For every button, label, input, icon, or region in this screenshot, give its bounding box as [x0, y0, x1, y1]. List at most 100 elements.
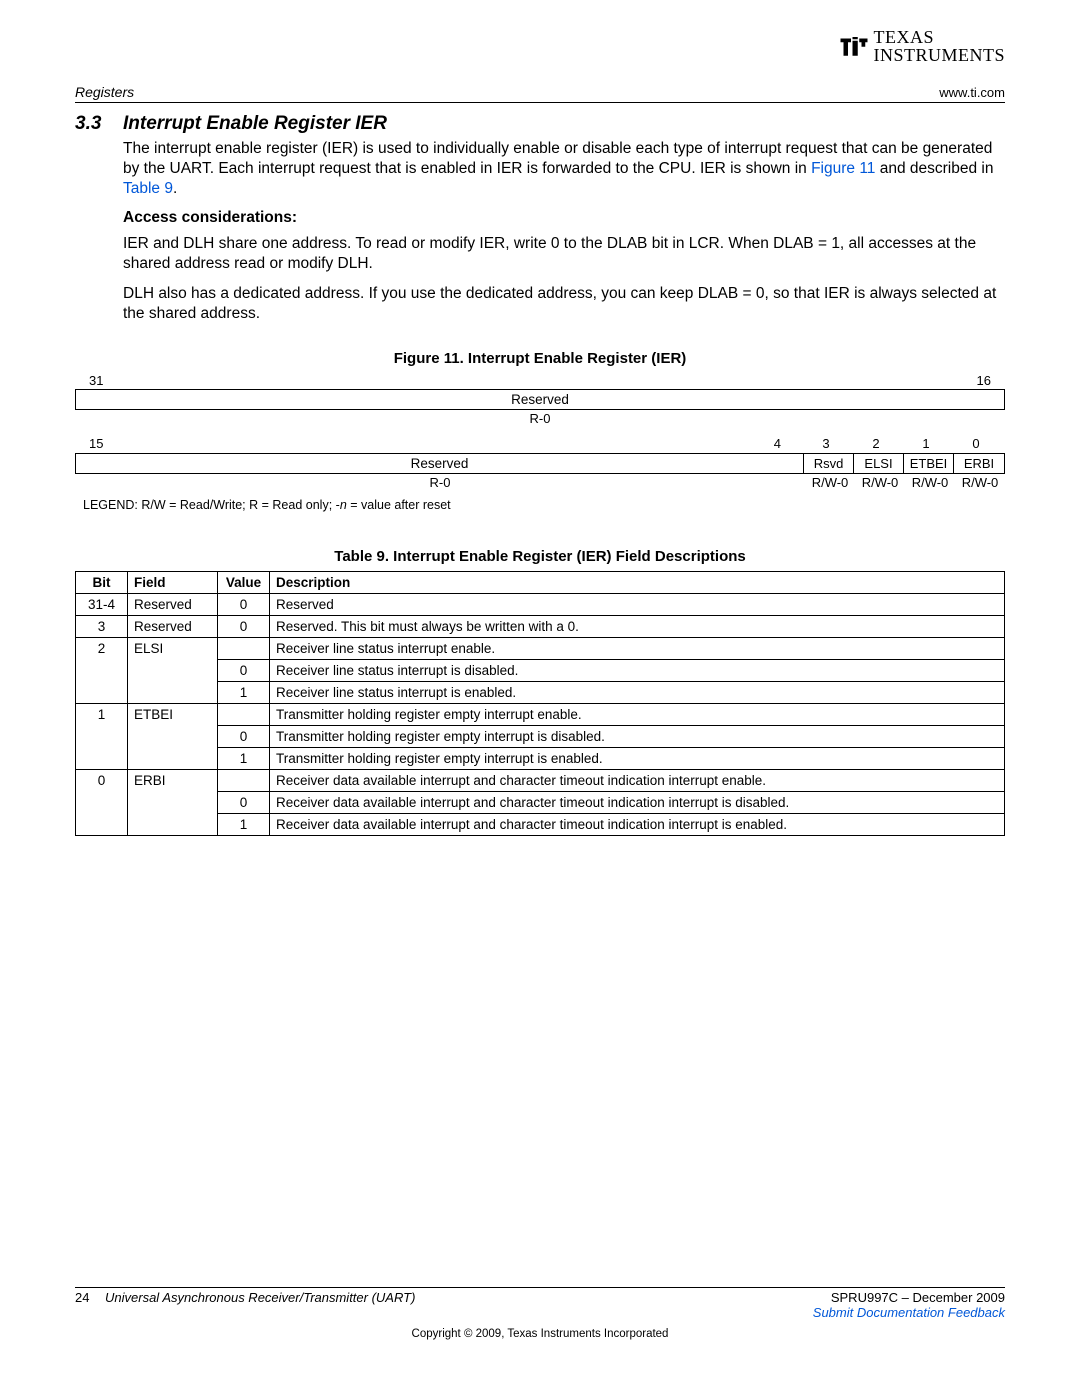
cell-bit [76, 725, 128, 747]
register-figure: 31 16 Reserved R-0 15 4 3 2 1 0 Reserved… [75, 373, 1005, 490]
cell-value: 1 [218, 747, 270, 769]
table-row: 0Receiver data available interrupt and c… [76, 791, 1005, 813]
legend-b: = value after reset [347, 498, 451, 512]
rw-2: R/W-0 [855, 475, 905, 490]
cell-bit: 0 [76, 769, 128, 791]
cell-field [128, 791, 218, 813]
table-row: 2ELSI Receiver line status interrupt enab… [76, 637, 1005, 659]
cell-bit [76, 659, 128, 681]
ti-logo: TEXAS INSTRUMENTS [839, 28, 1005, 64]
table-row: 3Reserved0Reserved. This bit must always… [76, 615, 1005, 637]
cell-value: 0 [218, 593, 270, 615]
para-3: DLH also has a dedicated address. If you… [123, 284, 1005, 324]
logo-text-top: TEXAS [873, 28, 1005, 46]
doc-number: SPRU997C – December 2009 [813, 1290, 1005, 1305]
field-table: Bit Field Value Description 31-4Reserved… [75, 571, 1005, 836]
bit-row-15-0: 15 4 3 2 1 0 [75, 436, 1005, 453]
cell-desc: Transmitter holding register empty inter… [270, 703, 1005, 725]
cell-field [128, 659, 218, 681]
intro-paragraph: The interrupt enable register (IER) is u… [123, 139, 1005, 198]
cell-desc: Receiver data available interrupt and ch… [270, 769, 1005, 791]
cell-desc: Reserved. This bit must always be writte… [270, 615, 1005, 637]
ti-logo-icon [839, 31, 869, 61]
cell-value [218, 769, 270, 791]
running-header: Registers www.ti.com [75, 84, 1005, 103]
bit-15: 15 [89, 436, 741, 451]
rw-15-0: R-0 R/W-0 R/W-0 R/W-0 R/W-0 [75, 475, 1005, 490]
section-body: The interrupt enable register (IER) is u… [123, 139, 1005, 324]
cell-field [128, 725, 218, 747]
cell-value: 0 [218, 725, 270, 747]
table-row: 1ETBEI Transmitter holding register empty… [76, 703, 1005, 725]
section-heading: 3.3 Interrupt Enable Register IER [75, 113, 1005, 135]
cell-desc: Reserved [270, 593, 1005, 615]
cell-bit [76, 681, 128, 703]
table-row: 1Receiver line status interrupt is enabl… [76, 681, 1005, 703]
rw-31-16: R-0 [75, 411, 1005, 426]
table-row: 1Receiver data available interrupt and c… [76, 813, 1005, 835]
table-caption: Table 9. Interrupt Enable Register (IER)… [75, 548, 1005, 565]
figure-link[interactable]: Figure 11 [811, 160, 875, 177]
table-row: 0ERBI Receiver data available interrupt a… [76, 769, 1005, 791]
access-heading: Access considerations: [123, 208, 1005, 228]
reserved-31-16: Reserved [76, 390, 1004, 409]
cell-bit: 31-4 [76, 593, 128, 615]
reserved-15-4: Reserved [76, 454, 804, 473]
feedback-link[interactable]: Submit Documentation Feedback [813, 1305, 1005, 1320]
page-footer: 24 Universal Asynchronous Receiver/Trans… [75, 1287, 1005, 1340]
cell-value [218, 703, 270, 725]
bit-2: 2 [851, 436, 901, 451]
cell-bit: 1 [76, 703, 128, 725]
reg-row-15-0: Reserved Rsvd ELSI ETBEI ERBI [75, 453, 1005, 474]
cell-field: ERBI [128, 769, 218, 791]
field-etbei: ETBEI [904, 454, 954, 473]
cell-desc: Receiver line status interrupt enable. [270, 637, 1005, 659]
table-row: 0Transmitter holding register empty inte… [76, 725, 1005, 747]
footer-title: Universal Asynchronous Receiver/Transmit… [105, 1290, 415, 1305]
cell-field: ELSI [128, 637, 218, 659]
rw-0: R/W-0 [955, 475, 1005, 490]
cell-desc: Transmitter holding register empty inter… [270, 725, 1005, 747]
logo-row: TEXAS INSTRUMENTS [75, 28, 1005, 64]
bit-4: 4 [741, 436, 801, 451]
section-title: Interrupt Enable Register IER [123, 113, 387, 135]
p1c: . [173, 180, 177, 197]
th-bit: Bit [76, 571, 128, 593]
field-elsi: ELSI [854, 454, 904, 473]
rw-1: R/W-0 [905, 475, 955, 490]
th-field: Field [128, 571, 218, 593]
legend-n: n [340, 498, 347, 512]
table-link[interactable]: Table 9 [123, 180, 173, 197]
p1b: and described in [875, 160, 993, 177]
cell-value: 0 [218, 615, 270, 637]
section-number: 3.3 [75, 113, 123, 135]
table-row: 1Transmitter holding register empty inte… [76, 747, 1005, 769]
rw-3: R/W-0 [805, 475, 855, 490]
cell-desc: Transmitter holding register empty inter… [270, 747, 1005, 769]
cell-value: 0 [218, 659, 270, 681]
cell-field [128, 681, 218, 703]
table-header-row: Bit Field Value Description [76, 571, 1005, 593]
cell-desc: Receiver data available interrupt and ch… [270, 813, 1005, 835]
table-row: 31-4Reserved0Reserved [76, 593, 1005, 615]
cell-field: Reserved [128, 615, 218, 637]
cell-field: ETBEI [128, 703, 218, 725]
figure-legend: LEGEND: R/W = Read/Write; R = Read only;… [83, 498, 1005, 512]
bit-31: 31 [87, 373, 540, 388]
th-value: Value [218, 571, 270, 593]
bit-0: 0 [951, 436, 1001, 451]
cell-field [128, 813, 218, 835]
copyright: Copyright © 2009, Texas Instruments Inco… [75, 1328, 1005, 1340]
page-number: 24 [75, 1290, 105, 1305]
logo-text-bottom: INSTRUMENTS [873, 46, 1005, 64]
cell-bit: 2 [76, 637, 128, 659]
field-rsvd: Rsvd [804, 454, 854, 473]
cell-desc: Receiver data available interrupt and ch… [270, 791, 1005, 813]
legend-a: LEGEND: R/W = Read/Write; R = Read only;… [83, 498, 340, 512]
bit-16: 16 [540, 373, 993, 388]
cell-value [218, 637, 270, 659]
figure-caption: Figure 11. Interrupt Enable Register (IE… [75, 350, 1005, 367]
bit-1: 1 [901, 436, 951, 451]
cell-bit [76, 791, 128, 813]
cell-value: 1 [218, 813, 270, 835]
